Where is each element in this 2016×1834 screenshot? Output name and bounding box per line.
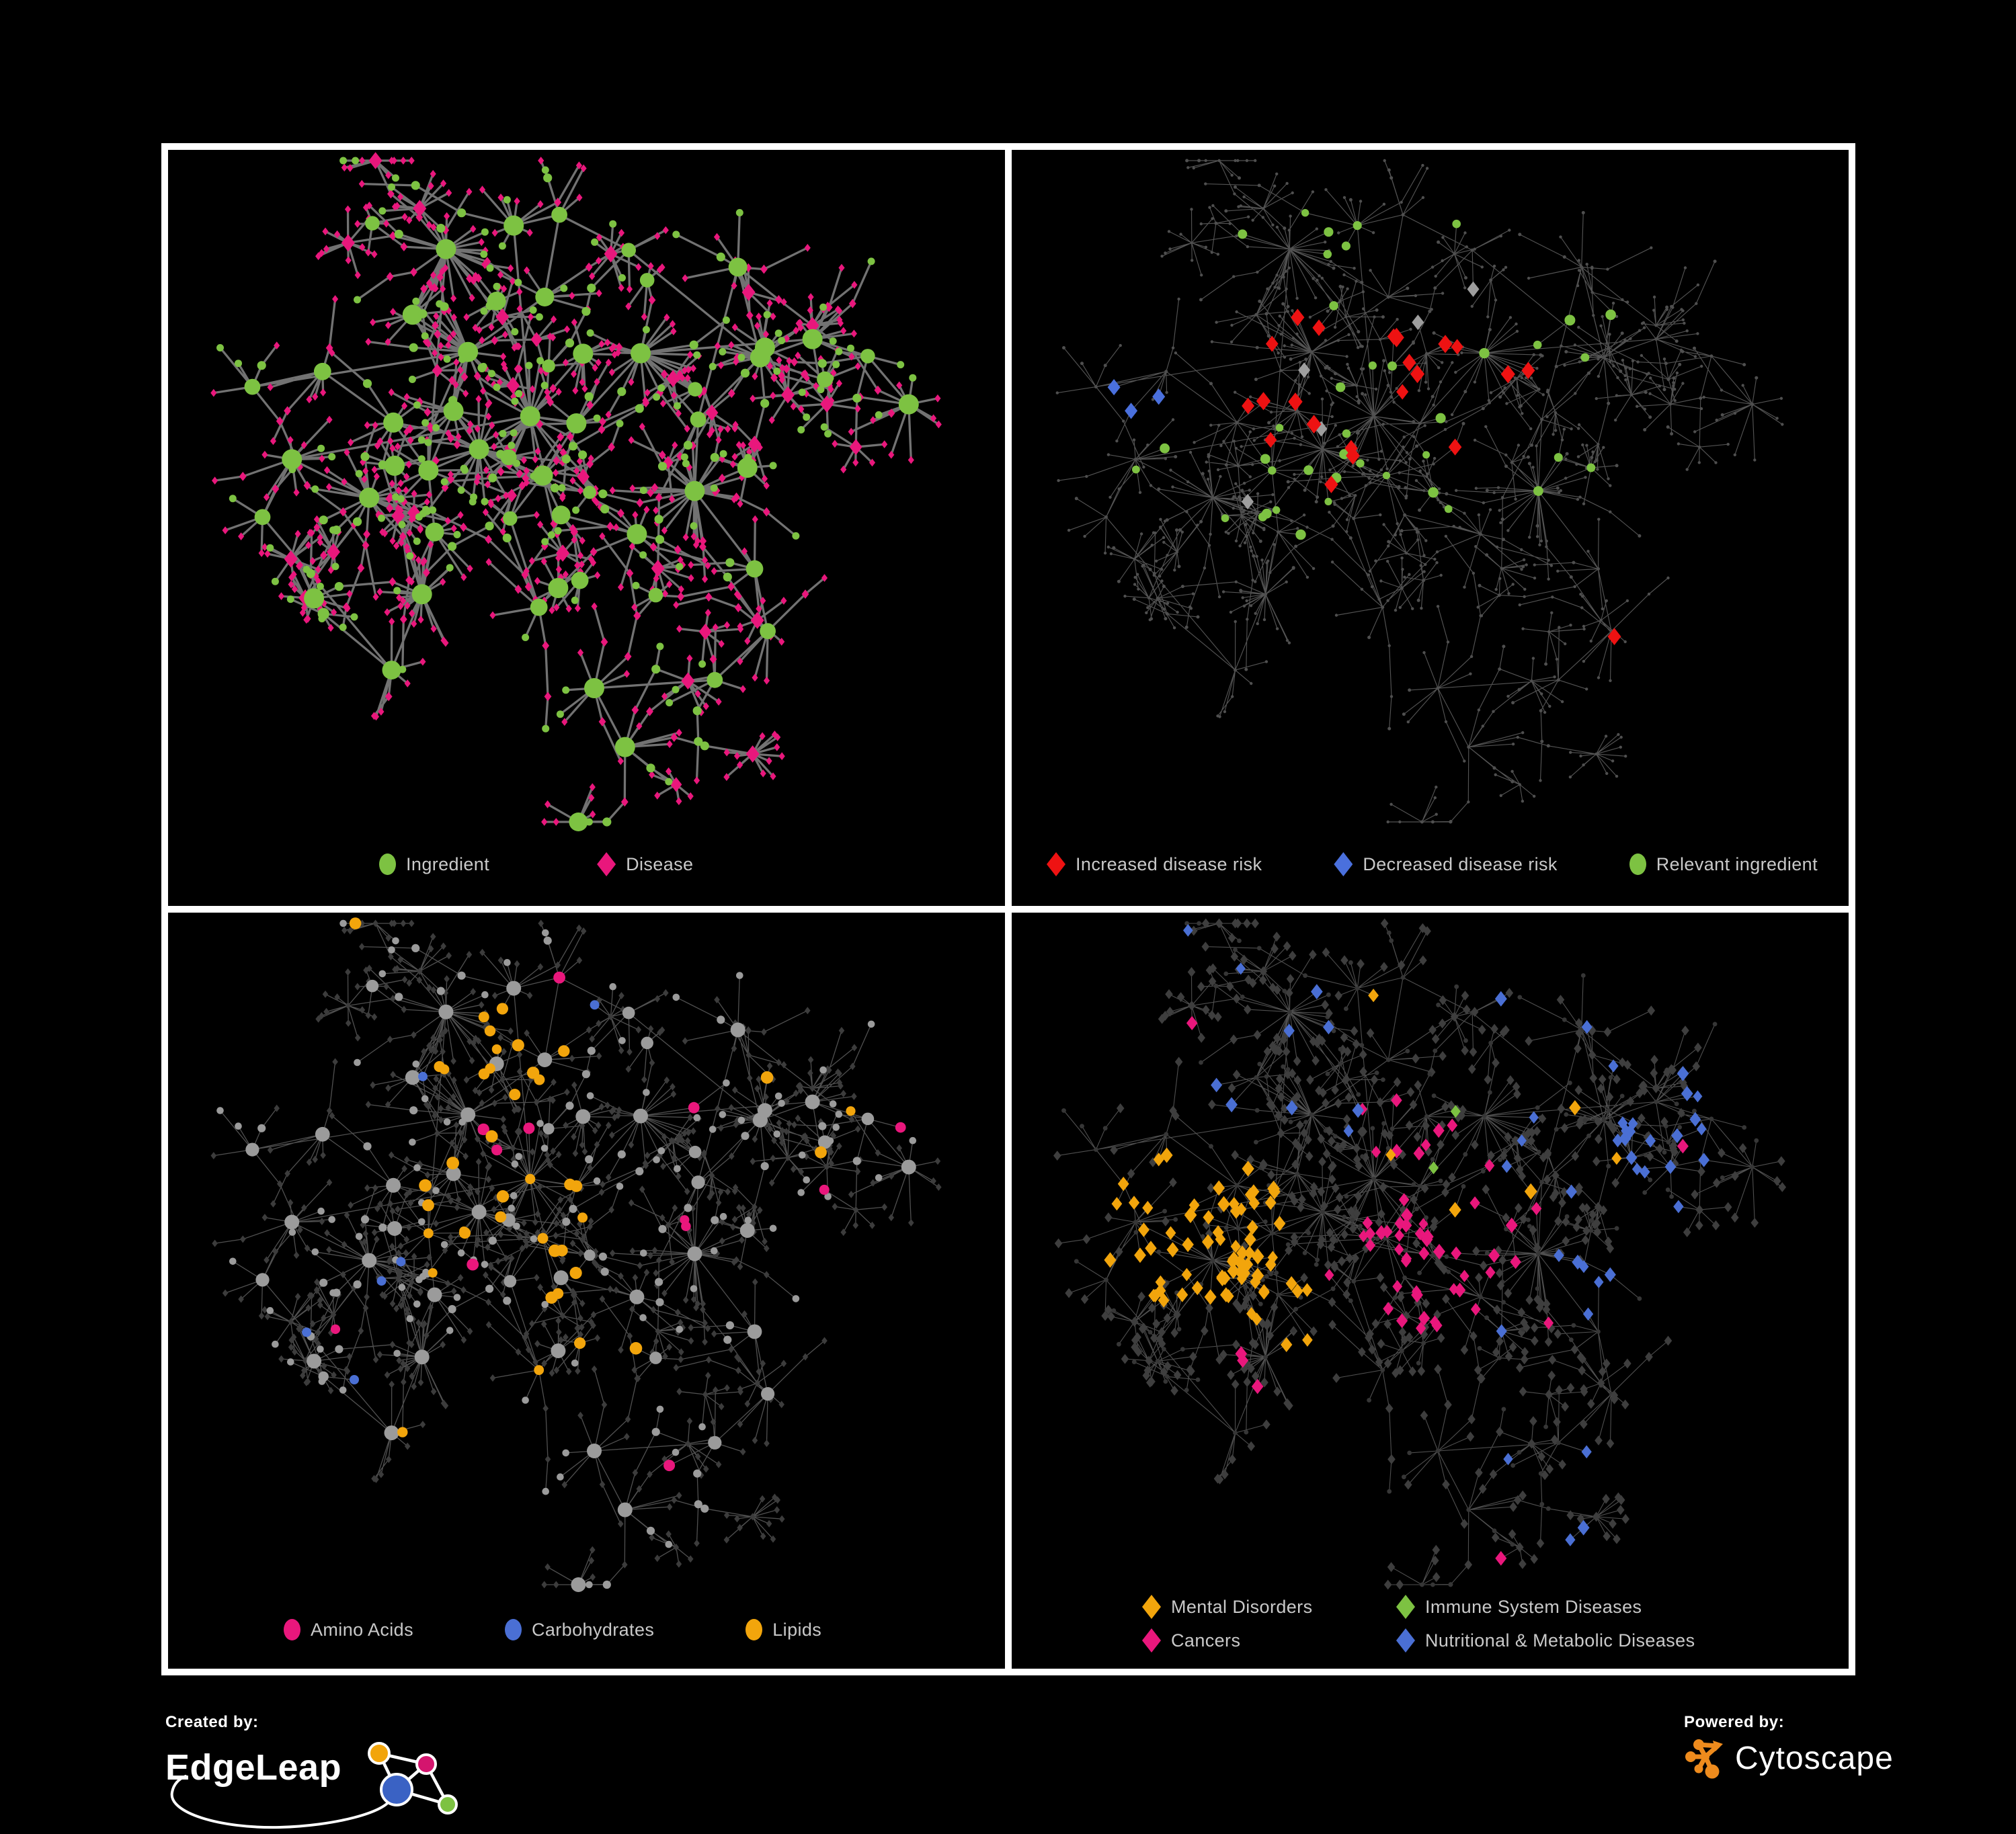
network-graph-macronutrients [210,917,942,1592]
ingredient-swatch-icon [379,853,396,875]
powered-by-block: Powered by: Cytoscape [1684,1713,1894,1780]
cancers-swatch-icon [1142,1628,1161,1653]
network-graph-ingredient-disease [210,152,942,831]
legend-label-increased-risk: Increased disease risk [1076,853,1262,874]
immune-diseases-swatch-icon [1396,1595,1415,1619]
legend-item-nutritional-metabolic: Nutritional & Metabolic Diseases [1396,1628,1695,1653]
increased-risk-swatch-icon [1047,852,1065,876]
legend-item-increased-risk: Increased disease risk [1047,852,1262,876]
legend-item-decreased-risk: Decreased disease risk [1334,852,1557,876]
legend-label-ingredient: Ingredient [406,853,490,874]
legend-item-disease: Disease [597,852,693,876]
legend-disease-categories: Mental Disorders Immune System Diseases … [1142,1595,1695,1653]
legend-label-nutritional-metabolic: Nutritional & Metabolic Diseases [1425,1630,1695,1651]
edgeleap-logo-icon [170,1742,458,1829]
nutritional-metabolic-swatch-icon [1396,1628,1415,1653]
decreased-risk-swatch-icon [1334,852,1353,876]
legend-item-amino-acids: Amino Acids [284,1619,413,1640]
relevant-ingredient-swatch-icon [1629,853,1646,875]
cytoscape-wordmark: Cytoscape [1735,1740,1894,1776]
legend-label-carbohydrates: Carbohydrates [531,1619,655,1640]
legend-label-amino-acids: Amino Acids [311,1619,413,1640]
legend-item-ingredient: Ingredient [379,853,489,875]
edgeleap-logo: EdgeLeap [165,1733,515,1834]
carbohydrates-swatch-icon [504,1619,522,1640]
cytoscape-logo-icon [1685,1739,1723,1779]
legend-item-relevant-ingredient: Relevant ingredient [1629,853,1818,875]
legend-label-immune-diseases: Immune System Diseases [1425,1596,1642,1617]
panel-disease-risk: Increased disease risk Decreased disease… [1012,150,1849,906]
created-by-label: Created by: [165,1713,259,1731]
legend-label-decreased-risk: Decreased disease risk [1363,853,1558,874]
network-graph-disease-categories [1053,918,1787,1590]
legend-item-mental-disorders: Mental Disorders [1142,1595,1396,1619]
network-graph-disease-risk [1055,159,1784,824]
figure-board: Ingredient Disease Increased disease ris… [161,143,1855,1675]
lipids-swatch-icon [745,1619,763,1640]
mental-disorders-swatch-icon [1142,1595,1161,1619]
powered-by-label: Powered by: [1684,1713,1785,1731]
panel-macronutrients: Amino Acids Carbohydrates Lipids [168,913,1005,1669]
panel-ingredient-disease: Ingredient Disease [168,150,1005,906]
legend-item-immune-diseases: Immune System Diseases [1396,1595,1695,1619]
legend-item-lipids: Lipids [745,1619,821,1640]
disease-swatch-icon [597,852,616,876]
edgeleap-wordmark: EdgeLeap [165,1747,342,1788]
panel-disease-categories: Mental Disorders Immune System Diseases … [1012,913,1849,1669]
legend-label-lipids: Lipids [772,1619,822,1640]
amino-acids-swatch-icon [284,1619,300,1640]
legend-item-cancers: Cancers [1142,1628,1396,1653]
legend-label-cancers: Cancers [1171,1630,1241,1651]
legend-item-carbohydrates: Carbohydrates [504,1619,655,1640]
legend-label-mental-disorders: Mental Disorders [1171,1596,1313,1617]
created-by-block: Created by: EdgeLeap [165,1713,515,1834]
legend-label-relevant-ingredient: Relevant ingredient [1656,853,1818,874]
legend-ingredient-disease: Ingredient Disease [379,852,693,876]
legend-macronutrients: Amino Acids Carbohydrates Lipids [284,1619,821,1640]
legend-disease-risk: Increased disease risk Decreased disease… [1047,852,1818,876]
legend-label-disease: Disease [626,853,694,874]
